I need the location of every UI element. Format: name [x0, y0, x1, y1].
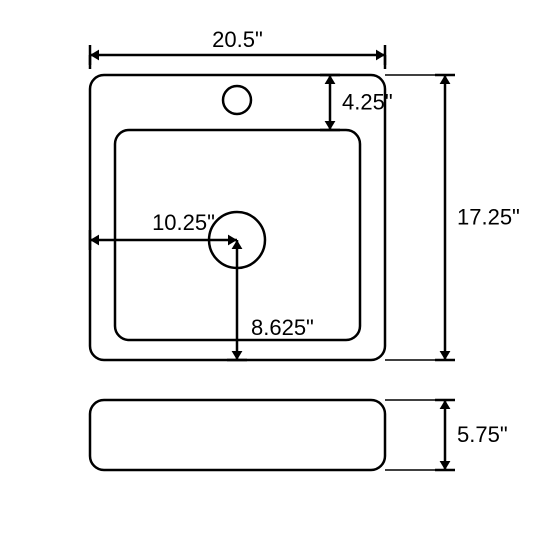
dimension-label: 10.25" — [152, 210, 215, 235]
sink-side-outline — [90, 400, 385, 470]
dimension-label: 8.625" — [251, 315, 314, 340]
dimension-label: 20.5" — [212, 27, 263, 52]
faucet-hole — [223, 86, 251, 114]
dimension-label: 4.25" — [342, 90, 393, 115]
dimension-label: 17.25" — [457, 205, 520, 230]
dimension-label: 5.75" — [457, 422, 508, 447]
